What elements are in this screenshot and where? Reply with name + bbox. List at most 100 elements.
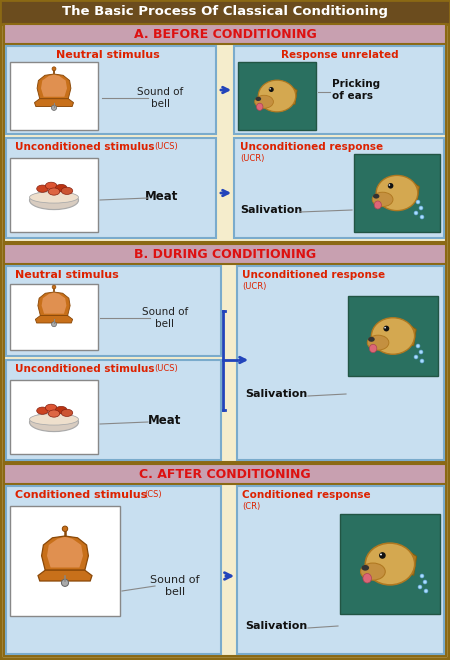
Text: Salivation: Salivation — [245, 621, 307, 631]
Text: Unconditioned response: Unconditioned response — [242, 270, 385, 280]
Text: Meat: Meat — [145, 189, 179, 203]
Ellipse shape — [372, 192, 393, 207]
Ellipse shape — [367, 335, 389, 350]
Text: C. AFTER CONDITIONING: C. AFTER CONDITIONING — [139, 467, 311, 480]
Circle shape — [61, 579, 68, 586]
Text: (CR): (CR) — [242, 502, 260, 511]
Polygon shape — [36, 315, 72, 323]
Bar — [238, 62, 316, 130]
Circle shape — [389, 184, 390, 186]
Ellipse shape — [37, 407, 48, 414]
Circle shape — [416, 344, 420, 348]
Circle shape — [388, 183, 393, 189]
Text: (CS): (CS) — [144, 490, 162, 499]
Ellipse shape — [61, 409, 73, 416]
Polygon shape — [398, 545, 417, 576]
Ellipse shape — [48, 410, 60, 417]
Bar — [237, 266, 444, 460]
Ellipse shape — [30, 413, 78, 432]
Ellipse shape — [55, 184, 67, 191]
Polygon shape — [41, 536, 88, 570]
Text: Unconditioned response: Unconditioned response — [240, 142, 383, 152]
Bar — [234, 46, 444, 134]
Circle shape — [419, 206, 423, 210]
Text: (UCR): (UCR) — [242, 282, 266, 291]
Circle shape — [419, 350, 423, 354]
Ellipse shape — [37, 185, 48, 192]
Polygon shape — [38, 292, 70, 315]
Bar — [10, 506, 120, 616]
Ellipse shape — [376, 176, 418, 211]
Circle shape — [420, 574, 424, 578]
Bar — [10, 284, 98, 350]
Polygon shape — [47, 537, 83, 568]
Bar — [237, 486, 444, 654]
Text: Conditioned stimulus: Conditioned stimulus — [15, 490, 147, 500]
Bar — [4, 24, 446, 44]
Circle shape — [384, 327, 386, 329]
Bar — [4, 464, 446, 484]
Ellipse shape — [374, 201, 382, 209]
Bar — [10, 62, 98, 130]
Text: The Basic Process Of Classical Conditioning: The Basic Process Of Classical Condition… — [62, 5, 388, 18]
Text: (UCR): (UCR) — [240, 154, 265, 163]
Text: (UCS): (UCS) — [154, 142, 178, 151]
Ellipse shape — [360, 563, 385, 580]
Polygon shape — [400, 319, 416, 346]
Circle shape — [420, 359, 424, 363]
Ellipse shape — [373, 194, 379, 199]
Text: (UCS): (UCS) — [154, 364, 178, 373]
Circle shape — [414, 355, 418, 359]
Bar — [234, 138, 444, 238]
Ellipse shape — [30, 414, 78, 425]
Circle shape — [270, 88, 271, 90]
Circle shape — [420, 215, 424, 219]
Bar — [4, 244, 446, 264]
Bar — [10, 380, 98, 454]
Circle shape — [380, 554, 382, 556]
Ellipse shape — [30, 191, 78, 210]
Ellipse shape — [361, 565, 369, 571]
Bar — [340, 514, 440, 614]
Text: Sound of
bell: Sound of bell — [142, 307, 188, 329]
Polygon shape — [403, 177, 419, 203]
Circle shape — [52, 67, 56, 71]
Bar — [6, 360, 221, 460]
Circle shape — [51, 322, 57, 327]
Ellipse shape — [55, 407, 67, 414]
Bar — [10, 158, 98, 232]
Circle shape — [62, 526, 68, 531]
Bar — [354, 154, 440, 232]
Ellipse shape — [371, 317, 414, 354]
Ellipse shape — [365, 543, 415, 585]
Text: A. BEFORE CONDITIONING: A. BEFORE CONDITIONING — [134, 28, 316, 40]
Text: Conditioned response: Conditioned response — [242, 490, 371, 500]
Circle shape — [269, 87, 274, 92]
Polygon shape — [41, 292, 67, 314]
Ellipse shape — [61, 187, 73, 195]
Bar — [0, 0, 450, 24]
Text: Response unrelated: Response unrelated — [281, 50, 399, 60]
Circle shape — [379, 552, 386, 559]
Bar — [6, 46, 216, 134]
Polygon shape — [41, 75, 67, 97]
Bar — [4, 24, 446, 242]
Bar — [348, 296, 438, 376]
Ellipse shape — [256, 97, 261, 101]
Ellipse shape — [45, 404, 57, 411]
Ellipse shape — [256, 103, 263, 110]
Ellipse shape — [258, 80, 296, 112]
Text: B. DURING CONDITIONING: B. DURING CONDITIONING — [134, 248, 316, 261]
Polygon shape — [35, 99, 73, 106]
Circle shape — [51, 105, 57, 110]
Circle shape — [423, 580, 427, 584]
Text: Unconditioned stimulus: Unconditioned stimulus — [15, 364, 154, 374]
Circle shape — [418, 585, 422, 589]
Bar — [6, 266, 221, 356]
Circle shape — [414, 211, 418, 215]
Ellipse shape — [48, 188, 60, 195]
Text: Neutral stimulus: Neutral stimulus — [56, 50, 160, 60]
Polygon shape — [38, 570, 92, 581]
Bar — [4, 464, 446, 656]
Ellipse shape — [369, 345, 377, 352]
